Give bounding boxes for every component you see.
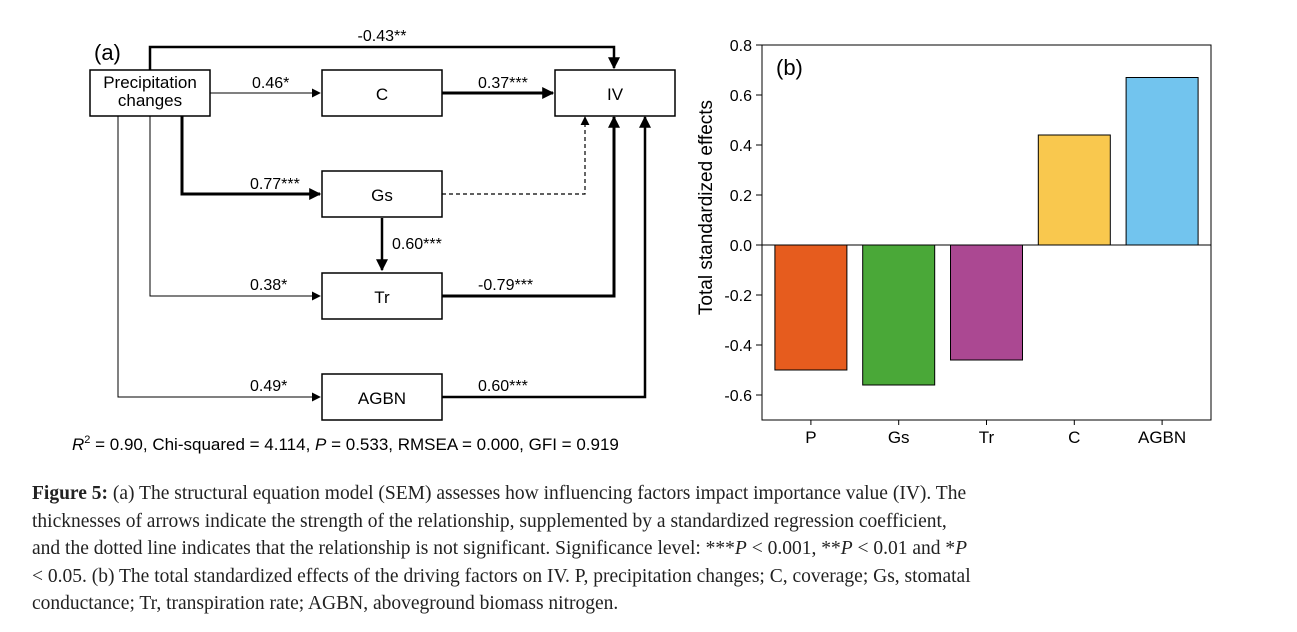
path-label-gs-tr: 0.60*** <box>392 236 442 253</box>
x-tick-label: AGBN <box>1138 428 1186 447</box>
sem-arrows <box>117 45 651 402</box>
sem-fit-statistics: R2 = 0.90, Chi-squared = 4.114, P = 0.53… <box>72 434 619 454</box>
node-iv-box <box>554 69 676 117</box>
bar-tr <box>950 244 1023 361</box>
bar-chart-panel: (b) Total standardized effects -0.6-0.4-… <box>696 38 1212 447</box>
chart-y-ticks: -0.6 -0.4 -0.2 0.0 0.2 0.4 0.6 0.8 <box>724 38 762 405</box>
caption-line4: < 0.05. (b) The total standardized effec… <box>32 565 971 587</box>
node-agbn-label: AGBN <box>358 389 406 408</box>
stat-r2-rest: = 0.90, Chi-squared = 4.114, <box>90 435 315 454</box>
y-tick-label: 0.6 <box>730 88 752 105</box>
caption-line3a: and the dotted line indicates that the r… <box>32 538 735 559</box>
chart-y-axis-label: Total standardized effects <box>696 100 717 315</box>
y-tick-label: -0.6 <box>724 388 752 405</box>
y-tick-label: 0.8 <box>730 38 752 55</box>
arrow-agbn-iv <box>442 115 651 399</box>
bar-p <box>774 244 848 371</box>
arrow-precip-tr <box>149 116 321 301</box>
chart-x-ticks: P Gs Tr C AGBN <box>805 420 1186 447</box>
caption-p2: P <box>840 538 853 559</box>
path-label-c-iv: 0.37*** <box>478 75 528 92</box>
caption-line3c: < 0.01 and * <box>852 538 956 559</box>
arrow-tr-iv <box>442 115 620 298</box>
node-iv-label: IV <box>607 85 624 104</box>
caption-line1: (a) The structural equation model (SEM) … <box>108 483 967 504</box>
path-label-tr-iv: -0.79*** <box>478 277 533 294</box>
caption-p3: P <box>955 538 968 559</box>
arrow-gs-iv <box>442 116 590 195</box>
x-tick-label: P <box>805 428 816 447</box>
sem-panel: (a) Precipitation changes <box>72 28 676 454</box>
path-label-precip-gs: 0.77*** <box>250 176 300 193</box>
path-label-agbn-iv: 0.60*** <box>478 378 528 395</box>
sem-panel-label: (a) <box>94 40 121 65</box>
bar-gs <box>862 244 936 386</box>
bar-c <box>1037 134 1111 246</box>
stat-rest: = 0.533, RMSEA = 0.000, GFI = 0.919 <box>326 435 619 454</box>
node-c-label: C <box>376 85 388 104</box>
y-tick-label: 0.2 <box>730 188 752 205</box>
node-c-box <box>321 69 443 117</box>
arrow-precip-iv <box>148 45 620 70</box>
bar-agbn <box>1125 77 1199 246</box>
caption-line3b: < 0.001, ** <box>746 538 841 559</box>
arrow-precip-gs <box>180 116 322 200</box>
caption-line2: thicknesses of arrows indicate the stren… <box>32 510 947 532</box>
node-precipitation-box <box>89 69 211 117</box>
node-gs-label: Gs <box>371 186 393 205</box>
stat-p-symbol: P <box>315 435 327 454</box>
arrow-precip-agbn <box>117 116 321 402</box>
caption-label: Figure 5: <box>32 483 109 504</box>
node-precipitation-line2: changes <box>118 91 182 110</box>
path-label-precip-iv: -0.43** <box>358 28 407 45</box>
chart-frame <box>761 44 1212 421</box>
path-label-precip-tr: 0.38* <box>250 277 287 294</box>
x-tick-label: Gs <box>888 428 910 447</box>
node-precipitation-line1: Precipitation <box>103 73 197 92</box>
node-agbn-box <box>321 373 443 421</box>
x-tick-label: C <box>1068 428 1080 447</box>
sem-path-labels: -0.43** 0.46* 0.37*** 0.77*** 0.60*** 0.… <box>250 28 533 395</box>
stat-r2-sup: 2 <box>84 434 90 446</box>
figure-caption: Figure 5: (a) The structural equation mo… <box>32 480 1252 618</box>
y-tick-label: 0.0 <box>730 238 752 255</box>
path-label-precip-agbn: 0.49* <box>250 378 287 395</box>
caption-p1: P <box>734 538 747 559</box>
chart-panel-label: (b) <box>776 55 803 80</box>
stat-r2-symbol: R <box>72 435 84 454</box>
y-tick-label: -0.2 <box>724 288 752 305</box>
node-gs-box <box>321 170 443 218</box>
node-tr-label: Tr <box>374 288 390 307</box>
y-tick-label: 0.4 <box>730 138 752 155</box>
x-tick-label: Tr <box>979 428 995 447</box>
y-tick-label: -0.4 <box>724 338 752 355</box>
path-label-precip-c: 0.46* <box>252 75 289 92</box>
chart-bars <box>774 77 1199 386</box>
caption-line5: conductance; Tr, transpiration rate; AGB… <box>32 593 619 614</box>
node-tr-box <box>321 272 443 320</box>
